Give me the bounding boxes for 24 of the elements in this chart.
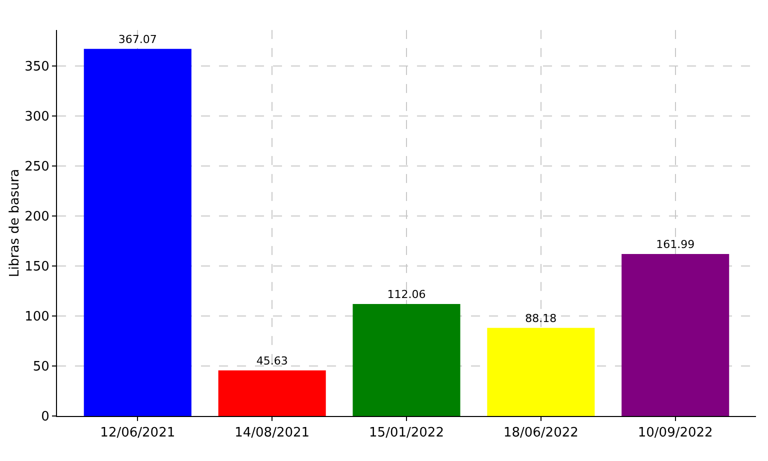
- y-tick-label: 0: [41, 410, 50, 425]
- y-tick-label: 350: [24, 60, 50, 75]
- y-tick-label: 100: [24, 310, 50, 325]
- y-tick-label: 50: [32, 360, 50, 375]
- x-tick-label: 10/09/2022: [638, 426, 713, 441]
- y-tick-label: 200: [24, 210, 50, 225]
- data-label: 161.99: [656, 238, 695, 252]
- y-tick-label: 300: [24, 110, 50, 125]
- bar: [622, 254, 730, 416]
- x-tick-label: 14/08/2021: [234, 426, 310, 441]
- bar: [352, 304, 460, 416]
- data-label: 112.06: [387, 288, 426, 301]
- x-tick-label: 12/06/2021: [100, 426, 176, 441]
- data-label: 367.07: [118, 32, 157, 46]
- data-label: 45.63: [256, 354, 288, 368]
- bar: [218, 370, 326, 416]
- y-tick-label: 250: [24, 160, 50, 175]
- x-tick-label: 15/01/2022: [369, 426, 444, 441]
- x-tick-label: 18/06/2022: [503, 426, 578, 441]
- bar: [84, 48, 192, 416]
- y-axis-title: Libras de basura: [8, 168, 23, 278]
- bar: [487, 328, 595, 416]
- y-tick-label: 150: [24, 260, 50, 275]
- data-label: 88.18: [525, 312, 557, 325]
